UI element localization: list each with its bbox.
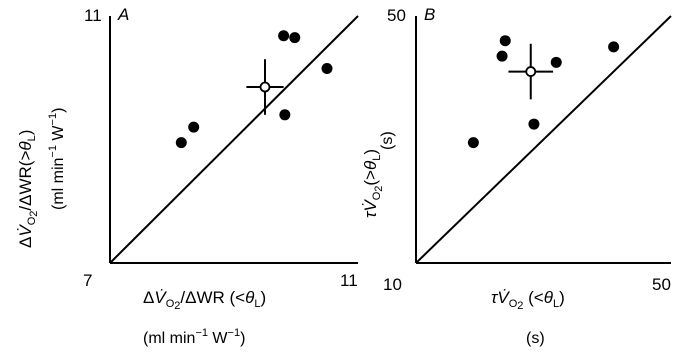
panel-b-x-units: (s)	[526, 330, 545, 347]
panel-b-y-label: τV̇O2(>θL)	[361, 149, 385, 218]
panel-a-x-tick-left: 7	[83, 271, 92, 290]
panel-a-identity-line	[109, 15, 359, 264]
panel-a-y-units: (ml min−1 W−1)	[47, 108, 67, 210]
panel-b-x-label: τV̇O2 (<θL)	[491, 288, 565, 312]
panel-a-label: A	[117, 5, 129, 24]
panel-b-data-point-6	[608, 41, 620, 53]
panel-a-y-label: ΔV̇O2/ΔWR(>θL)	[16, 130, 40, 248]
panel-a-x-tick-right: 11	[340, 271, 358, 290]
panel-b-y-tick-top: 50	[387, 6, 406, 25]
panel-b-data-point-1	[467, 137, 479, 149]
panel-b-marks	[415, 15, 672, 264]
panel-b-y-units: (s)	[379, 131, 396, 150]
panel-b-x-tick-left: 10	[383, 275, 402, 294]
panel-b-label: B	[424, 5, 435, 24]
panel-a-x-units: (ml min−1 W−1)	[143, 327, 245, 347]
panel-b-data-point-3	[499, 35, 511, 47]
panel-b-data-point-5	[550, 56, 562, 68]
panel-a-x-label: ΔV̇O2/ΔWR (<θL)	[143, 288, 266, 312]
panel-a-data-point-3	[278, 30, 290, 42]
panel-a-data-point-6	[279, 109, 291, 121]
panel-a-data-point-2	[188, 121, 200, 133]
panel-a: A 11 7 11 ΔV̇O2/ΔWR (<θL) (ml min−1 W−1)…	[16, 5, 359, 347]
panel-b-mean-point	[525, 66, 537, 77]
panel-b-identity-line	[415, 15, 672, 264]
panel-b-data-point-2	[496, 50, 508, 62]
panel-a-mean-point	[259, 81, 271, 93]
panel-a-data-point-5	[321, 62, 333, 74]
panel-b-data-point-4	[528, 118, 540, 130]
panel-a-y-tick-top: 11	[84, 6, 102, 25]
panel-b: B 50 10 50 τV̇O2 (<θL) (s) τV̇O2(>θL) (s…	[361, 5, 672, 347]
panel-a-marks	[109, 15, 359, 264]
panel-a-data-point-4	[289, 32, 301, 44]
panel-a-data-point-1	[175, 137, 187, 149]
panel-b-x-tick-right: 50	[652, 275, 671, 294]
